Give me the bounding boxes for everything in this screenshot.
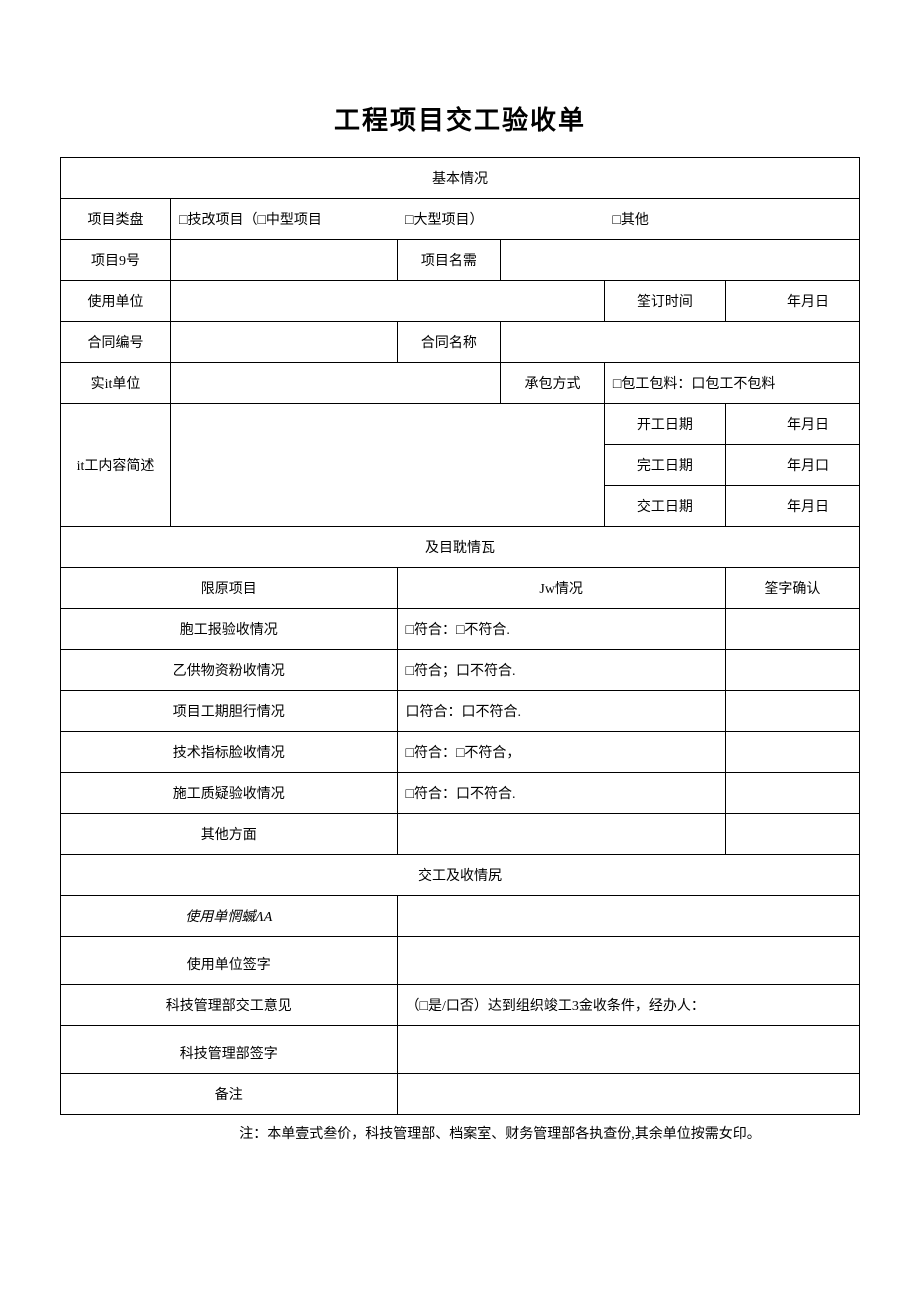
table-row-status bbox=[397, 814, 725, 855]
using-unit-label: 使用单位 bbox=[61, 281, 171, 322]
remark-label: 备注 bbox=[61, 1074, 398, 1115]
start-date-label: 开工日期 bbox=[604, 404, 725, 445]
project-name-label: 项目名需 bbox=[397, 240, 501, 281]
table-row-label: 胞工报验收情况 bbox=[61, 609, 398, 650]
table-row-status: 口符合：口不符合. bbox=[397, 691, 725, 732]
using-unit-value bbox=[171, 281, 605, 322]
table-row-label: 乙供物资粉收情况 bbox=[61, 650, 398, 691]
delivery-date-label: 交工日期 bbox=[604, 486, 725, 527]
table-row-confirm bbox=[725, 814, 859, 855]
section2-col3: 筌字确认 bbox=[725, 568, 859, 609]
table-row-confirm bbox=[725, 691, 859, 732]
start-date-value: 年月日 bbox=[725, 404, 859, 445]
section1-header: 基本情况 bbox=[61, 158, 860, 199]
table-row-status: □符合：口不符合. bbox=[397, 773, 725, 814]
table-row-label: 施工质疑验收情况 bbox=[61, 773, 398, 814]
section2-col1: 限原项目 bbox=[61, 568, 398, 609]
project-type-option1: □技改项目（□中型项目 bbox=[171, 199, 398, 240]
project-number-value bbox=[171, 240, 398, 281]
table-row-confirm bbox=[725, 732, 859, 773]
table-row-label: 其他方面 bbox=[61, 814, 398, 855]
table-row-confirm bbox=[725, 650, 859, 691]
end-date-value: 年月口 bbox=[725, 445, 859, 486]
project-name-value bbox=[501, 240, 860, 281]
section2-col2: Jw情况 bbox=[397, 568, 725, 609]
using-unit-sign-value bbox=[397, 937, 860, 985]
contract-number-label: 合同编号 bbox=[61, 322, 171, 363]
contract-number-value bbox=[171, 322, 398, 363]
tech-dept-opinion-label: 科技管理部交工意见 bbox=[61, 985, 398, 1026]
project-type-option3: □其他 bbox=[604, 199, 859, 240]
using-unit-opinion-value bbox=[397, 896, 860, 937]
table-row-status: □符合；口不符合. bbox=[397, 650, 725, 691]
contract-method-value: □包工包料：口包工不包料 bbox=[604, 363, 859, 404]
sign-time-label: 筌订时间 bbox=[604, 281, 725, 322]
using-unit-sign-label: 使用单位签字 bbox=[61, 937, 398, 985]
table-row-confirm bbox=[725, 773, 859, 814]
tech-dept-opinion-value: （□是/口否）达到组织竣工3金收条件，经办人： bbox=[397, 985, 860, 1026]
project-number-label: 项目9号 bbox=[61, 240, 171, 281]
project-type-option2: □大型项目） bbox=[397, 199, 604, 240]
contract-name-label: 合同名称 bbox=[397, 322, 501, 363]
contract-name-value bbox=[501, 322, 860, 363]
implement-unit-value bbox=[171, 363, 501, 404]
contract-method-label: 承包方式 bbox=[501, 363, 605, 404]
remark-value bbox=[397, 1074, 860, 1115]
table-row-label: 项目工期胆行情况 bbox=[61, 691, 398, 732]
table-row-confirm bbox=[725, 609, 859, 650]
delivery-date-value: 年月日 bbox=[725, 486, 859, 527]
implement-unit-label: 实it单位 bbox=[61, 363, 171, 404]
end-date-label: 完工日期 bbox=[604, 445, 725, 486]
page-title: 工程项目交工验收单 bbox=[60, 100, 860, 137]
table-row-status: □符合：□不符合. bbox=[397, 609, 725, 650]
work-content-value bbox=[171, 404, 605, 527]
using-unit-opinion-label: 使用单惘蝛ΛA bbox=[61, 896, 398, 937]
section2-header: 及目耽情瓦 bbox=[61, 527, 860, 568]
acceptance-form-table: 基本情况 项目类盘 □技改项目（□中型项目 □大型项目） □其他 项目9号 项目… bbox=[60, 157, 860, 1115]
table-row-label: 技术指标脸收情况 bbox=[61, 732, 398, 773]
table-row-status: □符合：□不符合， bbox=[397, 732, 725, 773]
tech-dept-sign-value bbox=[397, 1026, 860, 1074]
sign-time-value: 年月日 bbox=[725, 281, 859, 322]
work-content-label: it工内容简述 bbox=[61, 404, 171, 527]
tech-dept-sign-label: 科技管理部签字 bbox=[61, 1026, 398, 1074]
footer-note: 注：本单壹式叁价，科技管理部、档案室、财务管理部各执查份,其余单位按需女印。 bbox=[60, 1123, 860, 1143]
project-type-label: 项目类盘 bbox=[61, 199, 171, 240]
section3-header: 交工及收情尻 bbox=[61, 855, 860, 896]
